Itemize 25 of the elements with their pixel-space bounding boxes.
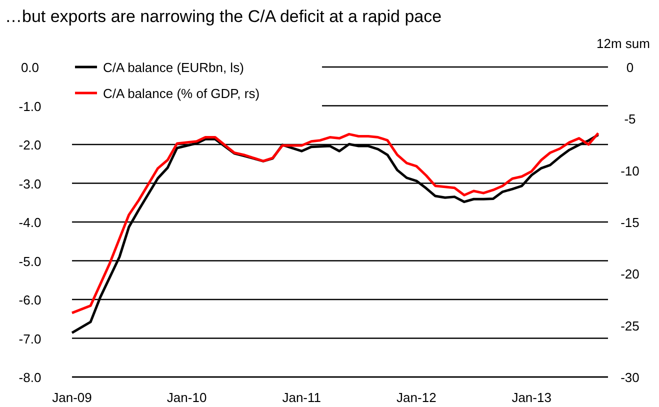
y-tick-label: -1.0 <box>18 98 42 114</box>
x-tick-label: Jan-13 <box>512 390 552 405</box>
y-tick-label: -7.0 <box>18 331 42 346</box>
x-tick-label: Jan-10 <box>166 390 207 405</box>
y2-tick-label: -30 <box>620 370 640 385</box>
y-tick-label: -3.0 <box>18 176 42 192</box>
y-tick-label: -2.0 <box>18 138 42 152</box>
x-tick-label: Jan-11 <box>282 390 322 405</box>
y-tick-label: -4.0 <box>18 215 42 230</box>
x-tick-label: Jan-09 <box>52 390 92 405</box>
chart-title: …but exports are narrowing the C/A deficit at a rapid pace <box>5 7 442 26</box>
y2-tick-label: -20 <box>620 266 640 282</box>
x-tick-label: Jan-12 <box>396 390 436 405</box>
y2-tick-label: 0 <box>626 60 634 75</box>
y-tick-label: 0.0 <box>20 60 40 75</box>
y2-tick-label: -5 <box>624 112 636 127</box>
y2-tick-label: -15 <box>620 215 640 230</box>
y2-tick-label: -25 <box>620 318 640 334</box>
y-tick-label: -6.0 <box>18 292 42 308</box>
text: 12m sum <box>596 36 650 51</box>
y-tick-label: -5.0 <box>18 254 42 269</box>
legend-label: C/A balance (% of GDP, rs) <box>103 86 260 101</box>
legend-label: C/A balance (EURbn, ls) <box>103 60 244 75</box>
y-tick-label: -8.0 <box>18 370 42 385</box>
y2-tick-label: -10 <box>620 163 640 178</box>
